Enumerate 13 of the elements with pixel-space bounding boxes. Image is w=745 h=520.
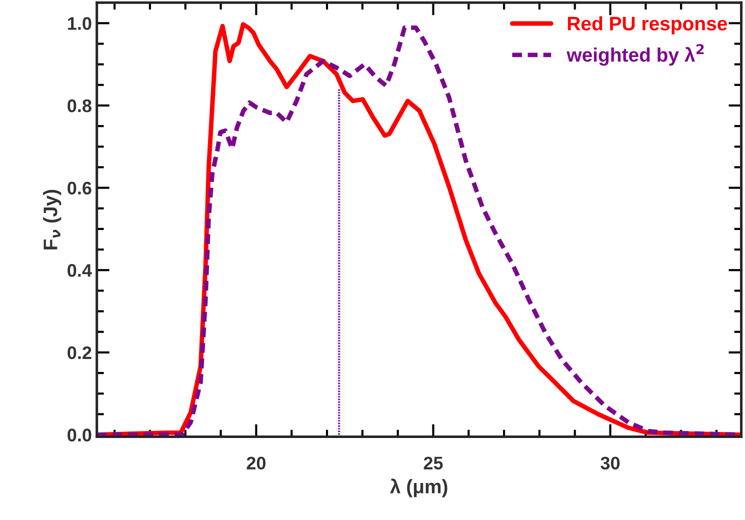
y-tick-label: 0.8	[68, 99, 92, 112]
y-tick-label: 0.2	[68, 346, 92, 360]
y-tick-label: 0.0	[68, 428, 92, 442]
legend-label: Red PU response	[568, 16, 728, 34]
y-tick-label: 0.4	[68, 264, 92, 277]
x-tick-label: 30	[600, 456, 620, 470]
x-tick-label: 20	[246, 456, 266, 470]
x-tick-label: 25	[424, 456, 443, 470]
x-axis-title: λ (μm)	[390, 478, 448, 498]
y-tick-label: 0.6	[68, 182, 92, 195]
legend-label: weighted by λ$^{2}$	[566, 44, 704, 66]
y-axis-title: F$_{ν}$ (Jy)	[43, 190, 62, 250]
y-tick-label: 1.0	[68, 17, 92, 30]
